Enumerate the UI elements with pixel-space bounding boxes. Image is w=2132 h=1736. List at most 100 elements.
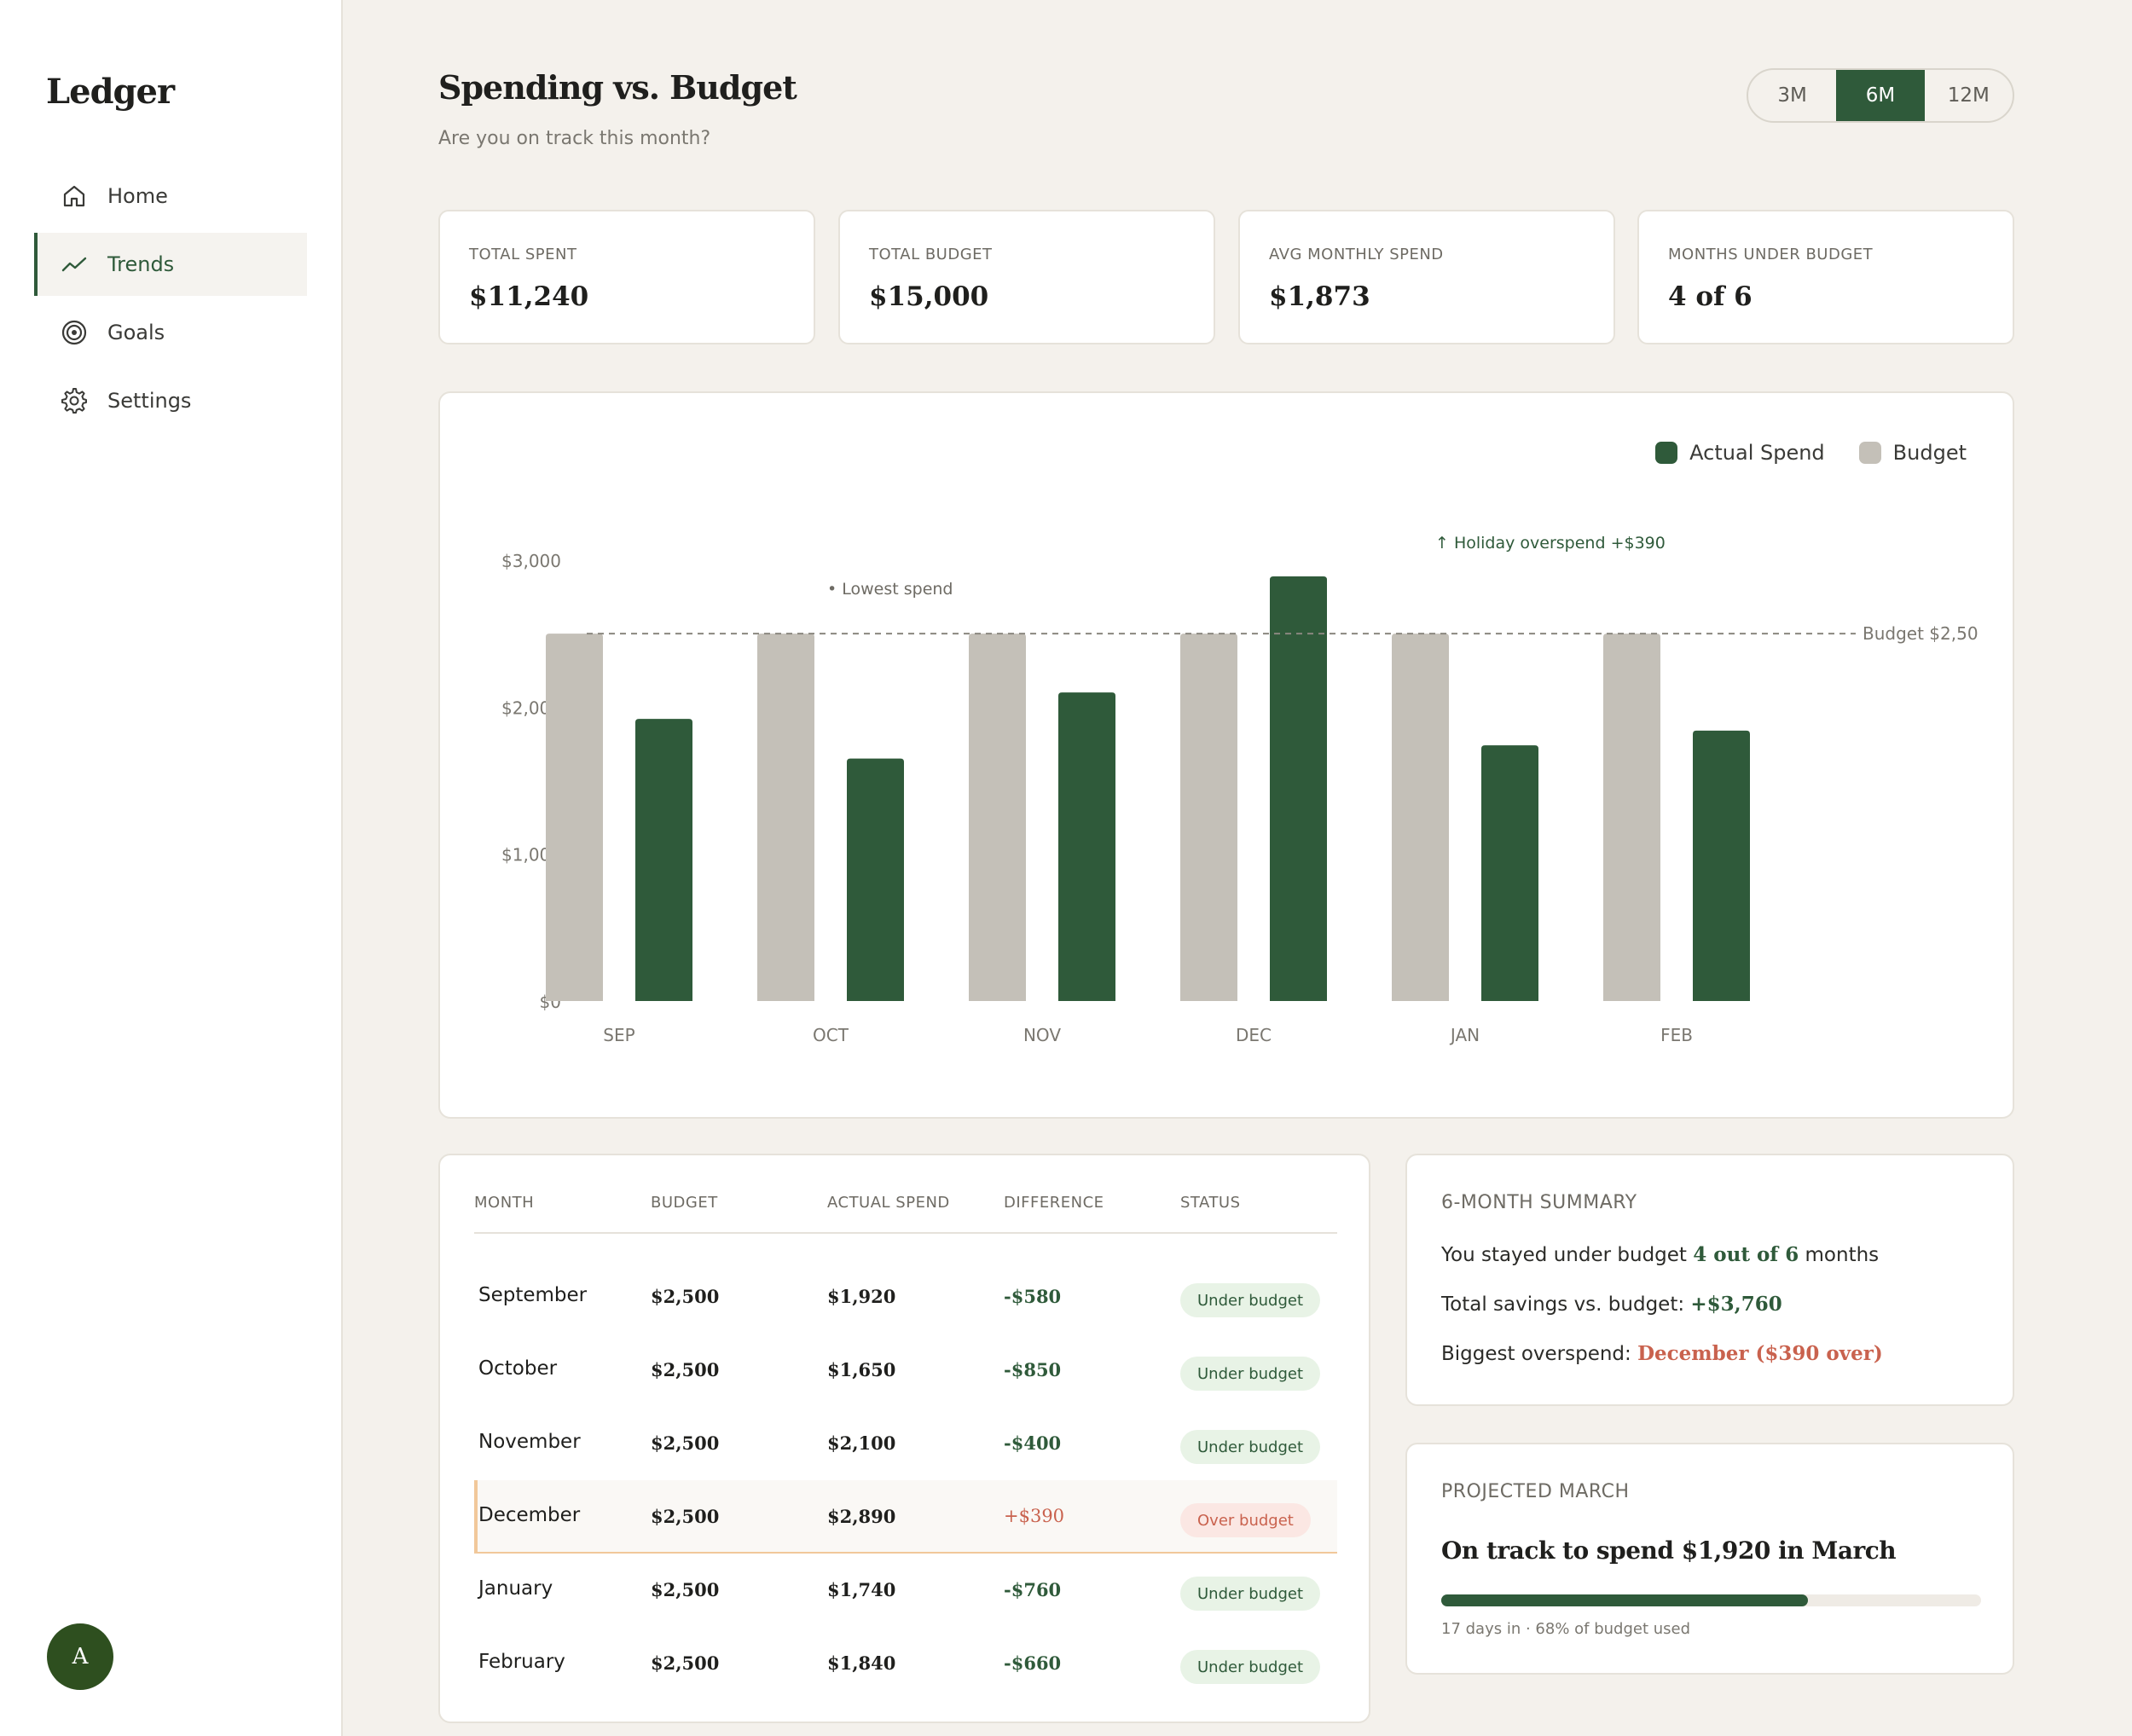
x-tick-label: JAN xyxy=(1449,1025,1480,1045)
cell-month: September xyxy=(478,1284,588,1306)
summary-text: Biggest overspend: xyxy=(1441,1343,1631,1365)
status-badge: Under budget xyxy=(1180,1357,1321,1391)
bar-budget-sep[interactable] xyxy=(546,634,603,1001)
bar-budget-nov[interactable] xyxy=(969,634,1026,1001)
sidebar-nav: Home Trends Goals Settings xyxy=(34,165,307,437)
cell-actual: $1,840 xyxy=(827,1652,896,1674)
cell-budget: $2,500 xyxy=(651,1432,720,1454)
stat-card-total-budget: TOTAL BUDGET $15,000 xyxy=(838,210,1215,344)
cell-difference: -$760 xyxy=(1004,1579,1062,1600)
legend-label: Budget xyxy=(1892,441,1967,465)
table-row[interactable]: October $2,500 $1,650 -$850 Under budget xyxy=(474,1334,1337,1407)
summary-line-overspend: Biggest overspend: December ($390 over) xyxy=(1441,1342,1883,1365)
budget-reference-label: Budget $2,50 xyxy=(1863,623,1978,644)
status-badge: Under budget xyxy=(1180,1577,1321,1611)
avatar[interactable]: A xyxy=(47,1623,113,1690)
x-tick-label: DEC xyxy=(1236,1025,1272,1045)
bar-budget-jan[interactable] xyxy=(1392,634,1449,1001)
legend-item-budget[interactable]: Budget xyxy=(1858,441,1967,465)
table-row[interactable]: September $2,500 $1,920 -$580 Under budget xyxy=(474,1260,1337,1334)
budget-progress-bar xyxy=(1441,1594,1981,1606)
summary-text: You stayed under budget xyxy=(1441,1244,1687,1266)
column-header-budget: BUDGET xyxy=(651,1194,718,1212)
summary-text: Total savings vs. budget: xyxy=(1441,1293,1685,1316)
column-header-month: MONTH xyxy=(474,1194,535,1212)
cell-budget: $2,500 xyxy=(651,1579,720,1600)
sidebar-item-label: Goals xyxy=(107,321,165,344)
table-row[interactable]: December $2,500 $2,890 +$390 Over budget xyxy=(474,1480,1337,1554)
summary-text: months xyxy=(1805,1244,1880,1266)
stat-card-avg-monthly: AVG MONTHLY SPEND $1,873 xyxy=(1238,210,1615,344)
status-badge: Over budget xyxy=(1180,1503,1311,1537)
table-row[interactable]: November $2,500 $2,100 -$400 Under budget xyxy=(474,1407,1337,1480)
stat-value: $1,873 xyxy=(1269,281,1370,312)
sidebar-item-goals[interactable]: Goals xyxy=(34,301,307,364)
annotation-holiday-overspend: ↑ Holiday overspend +$390 xyxy=(1435,534,1666,553)
cell-difference: -$660 xyxy=(1004,1652,1062,1674)
range-3m-button[interactable]: 3M xyxy=(1777,84,1807,107)
cell-actual: $1,740 xyxy=(827,1579,896,1600)
summary-value: 4 out of 6 xyxy=(1693,1243,1799,1266)
legend-item-actual[interactable]: Actual Spend xyxy=(1655,441,1825,465)
bar-actual-feb[interactable] xyxy=(1693,730,1750,1001)
target-icon xyxy=(60,318,89,347)
spending-chart-card: $0 $1,000 $2,000 $3,000 SEP OCT NOV DEC JAN FEB Bu… xyxy=(438,391,2014,1119)
stat-value: $11,240 xyxy=(469,281,589,312)
column-header-status: STATUS xyxy=(1180,1194,1241,1212)
page-subtitle: Are you on track this month? xyxy=(438,128,711,149)
cell-actual: $2,890 xyxy=(827,1506,896,1527)
projection-heading: PROJECTED MARCH xyxy=(1441,1481,1630,1502)
range-6m-button[interactable]: 6M xyxy=(1836,70,1925,121)
cell-month: October xyxy=(478,1357,558,1380)
cell-actual: $1,920 xyxy=(827,1286,896,1307)
column-header-actual: ACTUAL SPEND xyxy=(827,1194,950,1212)
bar-actual-dec[interactable] xyxy=(1270,576,1327,1001)
sidebar-item-trends[interactable]: Trends xyxy=(34,233,307,296)
summary-value: +$3,760 xyxy=(1690,1293,1782,1316)
home-icon xyxy=(60,182,89,211)
range-selector: 3M 6M 12M xyxy=(1747,68,2014,123)
x-tick-label: NOV xyxy=(1023,1025,1061,1045)
page-title: Spending vs. Budget xyxy=(438,68,797,107)
sidebar-item-label: Home xyxy=(107,184,168,208)
sidebar-item-label: Settings xyxy=(107,389,192,413)
x-tick-label: FEB xyxy=(1660,1025,1693,1045)
column-header-difference: DIFFERENCE xyxy=(1004,1194,1104,1212)
summary-line-under-budget: You stayed under budget 4 out of 6 month… xyxy=(1441,1243,1879,1266)
bar-actual-oct[interactable] xyxy=(847,758,904,1001)
sidebar-item-home[interactable]: Home xyxy=(34,165,307,228)
y-tick-label: $3,000 xyxy=(501,551,561,571)
table-row[interactable]: February $2,500 $1,840 -$660 Under budget xyxy=(474,1627,1337,1700)
stat-label: MONTHS UNDER BUDGET xyxy=(1668,246,1874,263)
table-row[interactable]: January $2,500 $1,740 -$760 Under budget xyxy=(474,1554,1337,1627)
projection-note: 17 days in · 68% of budget used xyxy=(1441,1620,1691,1638)
cell-month: November xyxy=(478,1431,581,1453)
cell-month: January xyxy=(478,1577,553,1600)
cell-budget: $2,500 xyxy=(651,1359,720,1380)
summary-value: December ($390 over) xyxy=(1637,1342,1883,1365)
x-tick-label: SEP xyxy=(603,1025,634,1045)
legend-label: Actual Spend xyxy=(1689,441,1825,465)
trend-icon xyxy=(60,250,89,279)
summary-card: 6-MONTH SUMMARY You stayed under budget … xyxy=(1405,1154,2014,1406)
cell-budget: $2,500 xyxy=(651,1286,720,1307)
stat-label: TOTAL BUDGET xyxy=(869,246,993,263)
chart-legend: Actual Spend Budget xyxy=(1621,441,1967,465)
range-12m-button[interactable]: 12M xyxy=(1947,84,1990,107)
stat-value: $15,000 xyxy=(869,281,989,312)
bar-budget-dec[interactable] xyxy=(1180,634,1237,1001)
stat-card-months-under: MONTHS UNDER BUDGET 4 of 6 xyxy=(1637,210,2014,344)
header-divider xyxy=(474,1232,1337,1234)
app-logo[interactable]: Ledger xyxy=(46,72,175,112)
bar-budget-oct[interactable] xyxy=(757,634,814,1001)
bar-actual-sep[interactable] xyxy=(635,719,692,1001)
sidebar: Ledger Home Trends Goals xyxy=(0,0,343,1736)
legend-swatch-budget xyxy=(1858,442,1881,464)
bar-actual-jan[interactable] xyxy=(1481,745,1538,1001)
sidebar-item-settings[interactable]: Settings xyxy=(34,369,307,432)
summary-heading: 6-MONTH SUMMARY xyxy=(1441,1192,1637,1213)
bar-actual-nov[interactable] xyxy=(1058,692,1115,1001)
legend-swatch-actual xyxy=(1655,442,1678,464)
bar-budget-feb[interactable] xyxy=(1603,634,1660,1001)
